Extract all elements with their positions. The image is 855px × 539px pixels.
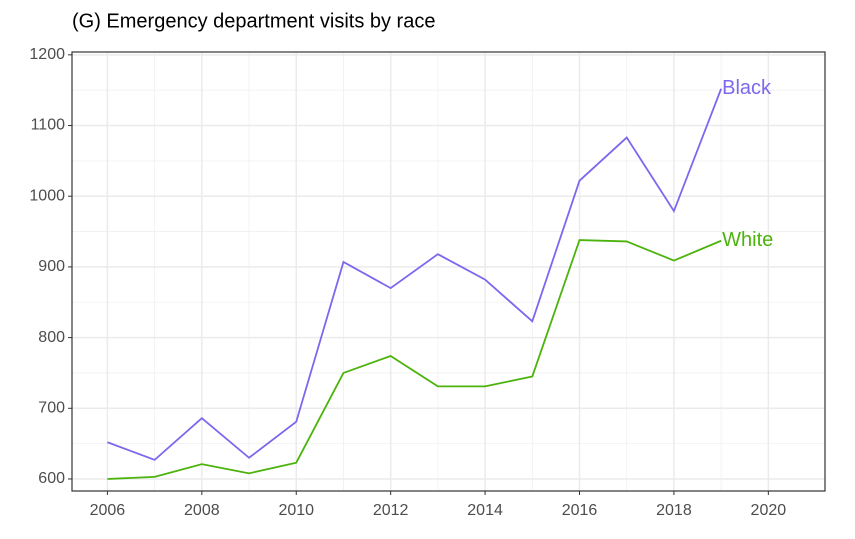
y-tick-label: 700 [38,400,65,417]
chart-title: (G) Emergency department visits by race [72,10,435,32]
series-line [107,239,722,480]
y-tick-label: 600 [38,470,65,487]
x-tick-label: 2016 [562,502,598,519]
series-label: Black [722,77,772,99]
x-tick-label: 2010 [278,502,314,519]
x-tick-label: 2012 [373,502,409,519]
y-tick-label: 1000 [29,187,65,204]
y-tick-label: 1200 [29,46,65,63]
x-tick-label: 2014 [467,502,503,519]
y-tick-label: 800 [38,329,65,346]
x-tick-label: 2006 [90,502,126,519]
y-tick-label: 900 [38,258,65,275]
series-line [107,88,722,461]
x-tick-label: 2020 [751,502,787,519]
x-tick-label: 2018 [656,502,692,519]
y-tick-label: 1100 [31,117,66,134]
plot-border [71,51,826,492]
x-tick-label: 2008 [184,502,220,519]
series-label: White [722,229,773,251]
